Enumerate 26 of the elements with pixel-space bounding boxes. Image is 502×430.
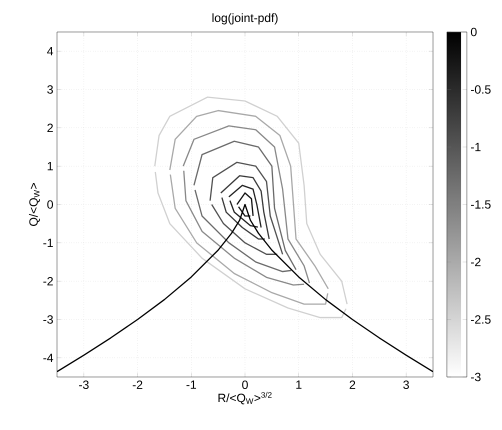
y-tick-label: -1: [43, 238, 53, 247]
y-tick-label: -4: [43, 354, 54, 362]
x-tick-label: 0: [242, 380, 248, 390]
x-tick-label: 2: [350, 380, 356, 389]
color-bar-label: -1: [470, 142, 481, 152]
x-axis-title: R/<Q$_{W}$>$^{3/2}$: [218, 392, 272, 404]
color-bar-label: 0: [470, 28, 477, 36]
y-tick-label: 0: [47, 200, 54, 209]
x-tick-label: 3: [403, 380, 409, 390]
color-bar-label: -2: [470, 258, 481, 266]
x-tick-label: 1: [296, 380, 302, 389]
y-tick-label: 1: [48, 162, 53, 170]
y-tick-label: 2: [47, 124, 53, 132]
x-tick-label: -1: [186, 380, 196, 389]
color-bar-label: -1.5: [470, 200, 491, 209]
y-tick-label: 3: [47, 85, 53, 94]
y-tick-label: -3: [43, 315, 53, 324]
y-axis-title: Q/<Q$_{W}$>: [28, 183, 40, 226]
color-bar-label: -0.5: [470, 85, 491, 94]
y-tick-label: 4: [47, 47, 54, 56]
color-bar-label: -3: [470, 372, 481, 382]
chart-title: log(joint-pdf): [212, 13, 278, 24]
x-tick-label: -3: [79, 380, 89, 390]
color-bar-label: -2.5: [470, 315, 491, 324]
y-tick-label: -2: [43, 276, 53, 286]
x-tick-label: -2: [132, 380, 142, 389]
